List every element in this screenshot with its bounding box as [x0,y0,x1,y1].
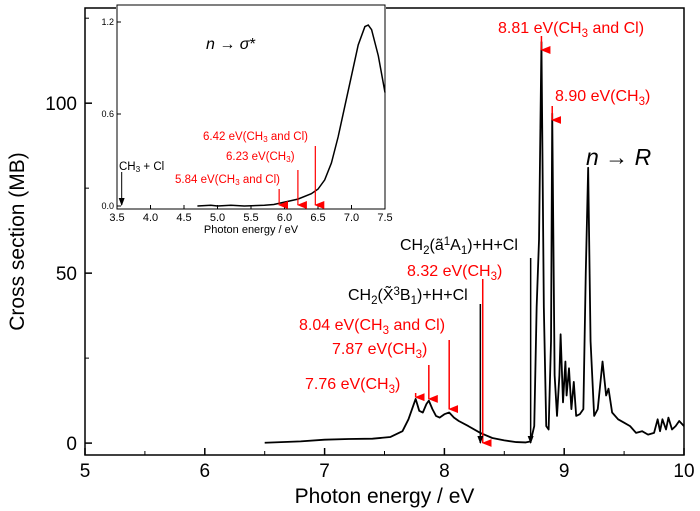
inset-annotation-6.42: 6.42 eV(CH3 and Cl) [203,131,308,144]
inset-x-tick-label: 7.5 [377,212,392,224]
annotation-8.32: 8.32 eV(CH3) [407,263,502,283]
inset-x-tick-label: 5.0 [210,212,225,224]
x-tick-label: 8 [439,461,450,482]
y-tick-label: 0 [66,434,77,455]
inset-x-tick-label: 4.5 [176,212,191,224]
inset-background [116,4,386,210]
inset-annotation-ch3-cl: CH3 + Cl [119,161,164,174]
x-tick-label: 10 [673,461,694,482]
annotation-8.81: 8.81 eV(CH3 and Cl) [498,20,644,40]
annotation-n-to-r: n → R [586,144,651,170]
inset-spectrum-line [197,24,386,207]
annotation-ch2-x3b1: CH2(X̃3B1)+H+Cl [348,284,468,306]
inset-x-tick-label: 7.0 [344,212,359,224]
inset-x-tick-label: 6.0 [277,212,292,224]
y-tick-label: 100 [45,94,77,115]
inset-x-tick-label: 6.5 [310,212,325,224]
annotation-7.87: 7.87 eV(CH3) [332,341,427,361]
inset-x-tick-label: 3.5 [109,212,124,224]
annotation-8.90: 8.90 eV(CH3) [555,88,650,108]
inset-y-tick-label: 0.6 [101,109,114,119]
inset-x-tick-label: 4.0 [143,212,158,224]
annotation-ch2-a1a1: CH2(ã1A1)+H+Cl [400,236,518,257]
spectrum-line [264,41,685,444]
inset-x-axis-label: Photon energy / eV [204,224,299,236]
inset-annotation-5.84: 5.84 eV(CH3 and Cl) [175,174,280,187]
x-tick-label: 9 [559,461,570,482]
annotation-8.04: 8.04 eV(CH3 and Cl) [299,317,445,337]
inset-y-tick-label: 1.2 [101,17,114,27]
inset-x-tick-label: 5.5 [243,212,258,224]
annotation-n-to-sigma: n → σ* [206,36,256,53]
x-tick-label: 5 [80,461,91,482]
inset-chart: 3.5 4.0 4.5 5.0 5.5 6.0 6.5 7.0 7.5 0.0 0.6 1.2 Phot… [101,4,393,236]
x-axis-label: Photon energy / eV [295,485,475,508]
x-tick-label: 6 [200,461,211,482]
inset-y-tick-label: 0.0 [101,201,114,211]
x-tick-label: 7 [319,461,330,482]
inset-annotation-6.23: 6.23 eV(CH3) [226,151,295,164]
y-axis-label: Cross section (MB) [6,152,29,331]
annotation-7.76: 7.76 eV(CH3) [305,376,400,396]
y-tick-label: 50 [56,264,77,285]
